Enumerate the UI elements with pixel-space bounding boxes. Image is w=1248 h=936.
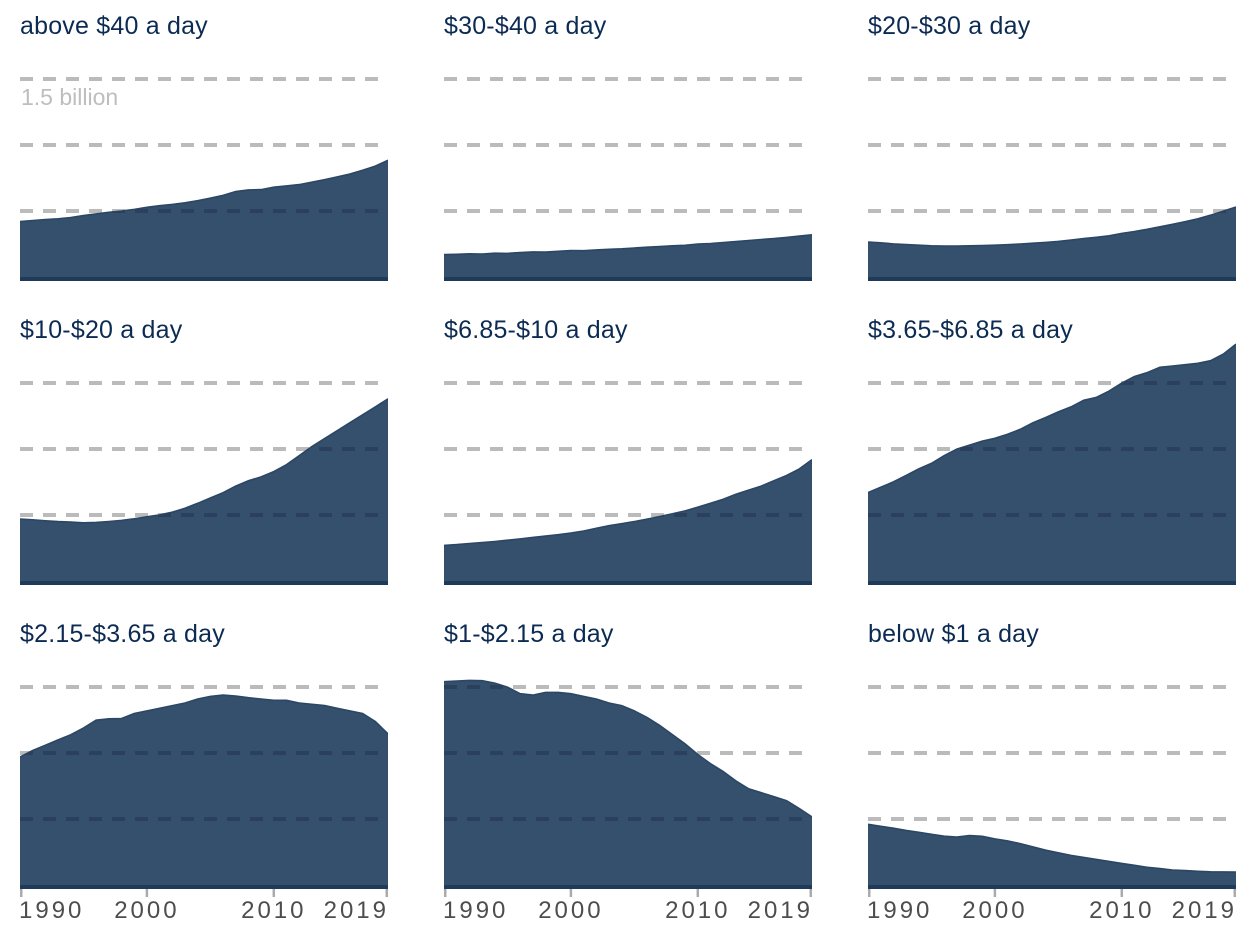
x-axis-tick-label: 2010 xyxy=(1089,897,1154,923)
area-series xyxy=(20,398,388,581)
panel-title: $10-$20 a day xyxy=(20,316,183,344)
area-chart-svg: 1990 2000 2010 2019 xyxy=(20,685,388,923)
panel-title: below $1 a day xyxy=(868,620,1039,648)
x-axis-tick-label: 1990 xyxy=(444,897,508,923)
panel-above-40: above $40 a day 1.5 billion xyxy=(20,0,388,304)
area-series xyxy=(444,680,812,885)
x-axis-tick-label: 2019 xyxy=(748,897,812,923)
area-top-line xyxy=(444,234,812,256)
x-axis-tick-label: 2010 xyxy=(241,897,306,923)
panel-20-30: $20-$30 a day xyxy=(868,0,1236,304)
area-chart-svg xyxy=(444,381,812,585)
area-chart-svg xyxy=(868,77,1236,281)
panel-title: $20-$30 a day xyxy=(868,12,1031,40)
gridlines-over-area xyxy=(20,751,388,821)
panel-6-85-10: $6.85-$10 a day xyxy=(444,304,812,608)
panel-3-65-6-85: $3.65-$6.85 a day xyxy=(868,304,1236,608)
area-top-line xyxy=(868,823,1236,873)
area-series xyxy=(444,234,812,277)
panel-title: $2.15-$3.65 a day xyxy=(20,620,225,648)
area-top-line xyxy=(868,206,1236,247)
area-series xyxy=(444,459,812,581)
area-top-line xyxy=(20,398,388,524)
panel-10-20: $10-$20 a day xyxy=(20,304,388,608)
area-top-line xyxy=(20,694,388,758)
gridlines-over-area xyxy=(20,209,388,213)
area-series xyxy=(868,824,1236,885)
area-chart-svg: 1990 2000 2010 2019 xyxy=(868,685,1236,923)
panel-2-15-3-65: $2.15-$3.65 a day 1990 2000 2010 2019 xyxy=(20,608,388,936)
x-axis-tick-label: 1990 xyxy=(20,897,84,923)
x-axis-tick-label: 2019 xyxy=(324,897,388,923)
area-chart-svg: 1990 2000 2010 2019 xyxy=(444,679,812,923)
x-axis-tick-label: 2000 xyxy=(962,897,1027,923)
x-axis-tick-label: 2000 xyxy=(114,897,179,923)
panel-title: $6.85-$10 a day xyxy=(444,316,628,344)
panel-30-40: $30-$40 a day xyxy=(444,0,812,304)
area-top-line xyxy=(444,679,812,818)
area-top-line xyxy=(868,343,1236,494)
panel-title: above $40 a day xyxy=(20,12,208,40)
area-chart-svg xyxy=(20,77,388,281)
panel-title: $1-$2.15 a day xyxy=(444,620,614,648)
x-axis-tick-label: 2010 xyxy=(665,897,730,923)
area-top-line xyxy=(444,458,812,547)
area-series xyxy=(20,695,388,885)
panel-title: $3.65-$6.85 a day xyxy=(868,316,1073,344)
area-chart-svg xyxy=(20,381,388,585)
y-axis-annotation: 1.5 billion xyxy=(21,84,119,110)
area-chart-svg xyxy=(444,77,812,281)
area-top-line xyxy=(20,159,388,223)
panel-1-2-15: $1-$2.15 a day 1990 2000 2010 2019 xyxy=(444,608,812,936)
area-series xyxy=(868,344,1236,581)
x-axis-tick-label: 1990 xyxy=(868,897,932,923)
area-series xyxy=(20,160,388,277)
panel-below-1: below $1 a day 1990 2000 2010 2019 xyxy=(868,608,1236,936)
panel-title: $30-$40 a day xyxy=(444,12,607,40)
x-axis-tick-label: 2019 xyxy=(1172,897,1236,923)
x-axis-tick-label: 2000 xyxy=(538,897,603,923)
area-chart-svg xyxy=(868,343,1236,585)
